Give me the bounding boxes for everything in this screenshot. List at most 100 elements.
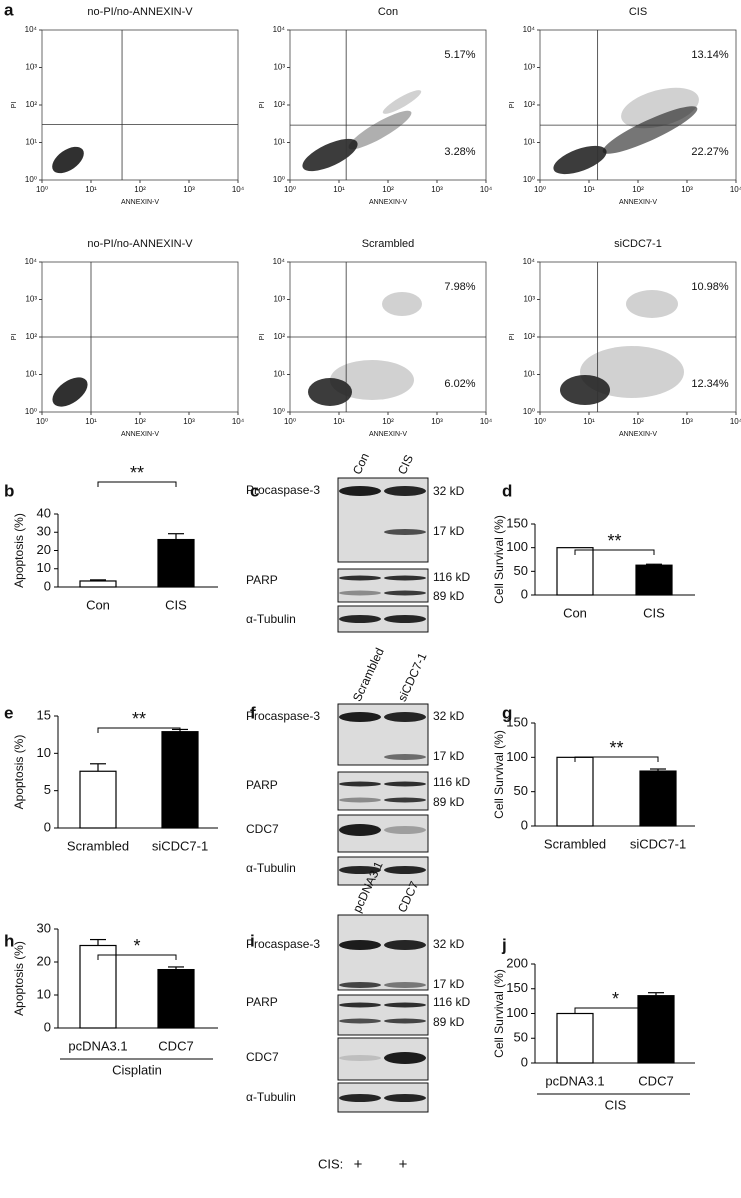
x-tick-label: 10² xyxy=(134,185,146,194)
blot-band xyxy=(339,712,381,722)
y-tick-label: 10⁴ xyxy=(523,257,536,266)
size-label: 17 kD xyxy=(433,524,465,538)
y-tick-label: 10¹ xyxy=(273,138,285,147)
blot-band xyxy=(339,982,381,988)
y-tick-label: 20 xyxy=(37,542,51,557)
treatment-mark: + xyxy=(354,1156,363,1173)
y-tick-label: 10² xyxy=(25,332,37,341)
blot-band xyxy=(339,590,381,596)
blot-band xyxy=(384,615,426,623)
plot-title: CIS xyxy=(629,6,647,18)
x-tick-label: 10² xyxy=(632,417,644,426)
y-axis-label: Cell Survival (%) xyxy=(492,969,506,1058)
protein-label: CDC7 xyxy=(246,822,279,836)
y-tick-label: 10¹ xyxy=(25,370,37,379)
protein-label: PARP xyxy=(246,573,278,587)
cell-cloud xyxy=(52,377,88,407)
panel-letter: e xyxy=(4,703,13,722)
y-tick-label: 10¹ xyxy=(523,370,535,379)
x-axis-label: ANNEXIN-V xyxy=(619,199,657,206)
size-label: 32 kD xyxy=(433,709,465,723)
blot-band xyxy=(339,615,381,623)
panel-letter: a xyxy=(4,0,14,19)
protein-label: α-Tubulin xyxy=(246,861,296,875)
significance-bracket xyxy=(574,1007,657,1013)
bar xyxy=(157,538,195,588)
x-tick-label: 10⁴ xyxy=(232,185,245,194)
blot-band xyxy=(384,1094,426,1102)
cell-cloud xyxy=(621,87,699,129)
size-label: 32 kD xyxy=(433,937,465,951)
y-tick-label: 100 xyxy=(506,1005,528,1020)
panel-letter: i xyxy=(250,931,255,950)
group-label: Cisplatin xyxy=(112,1062,162,1077)
cell-cloud xyxy=(382,90,422,114)
significance-bracket xyxy=(97,727,181,733)
y-tick-label: 50 xyxy=(514,1030,528,1045)
quadrant-percent: 10.98% xyxy=(691,281,729,293)
y-tick-label: 10⁴ xyxy=(25,25,38,34)
y-tick-label: 150 xyxy=(506,714,528,729)
blot-band xyxy=(339,781,381,787)
cell-cloud xyxy=(330,360,414,400)
protein-label: Procaspase-3 xyxy=(246,709,320,723)
y-tick-label: 0 xyxy=(521,1054,528,1069)
panel-letter: f xyxy=(250,703,256,722)
significance: ** xyxy=(607,531,621,551)
x-tick-label: 10⁴ xyxy=(730,185,741,194)
blot-band xyxy=(384,1002,426,1008)
cell-cloud xyxy=(382,292,422,316)
blot-band xyxy=(384,590,426,596)
blot-band xyxy=(384,712,426,722)
cell-cloud xyxy=(348,110,412,150)
x-tick-label: 10³ xyxy=(183,185,195,194)
x-tick-label: 10³ xyxy=(681,417,693,426)
quadrant-percent: 13.14% xyxy=(691,49,729,61)
significance-bracket xyxy=(97,481,177,487)
x-tick-label: pcDNA3.1 xyxy=(68,1038,127,1053)
quadrant-percent: 5.17% xyxy=(444,49,475,61)
x-tick-label: 10¹ xyxy=(333,417,345,426)
cell-cloud xyxy=(553,145,607,175)
protein-label: Procaspase-3 xyxy=(246,937,320,951)
significance-bracket xyxy=(97,954,177,960)
y-tick-label: 50 xyxy=(514,783,528,798)
x-tick-label: CDC7 xyxy=(158,1038,193,1053)
y-tick-label: 10⁰ xyxy=(523,175,535,184)
y-tick-label: 10³ xyxy=(273,63,285,72)
protein-label: α-Tubulin xyxy=(246,612,296,626)
y-axis-label: PI xyxy=(259,334,266,341)
bar xyxy=(79,580,117,588)
size-label: 89 kD xyxy=(433,795,465,809)
blot-strip xyxy=(337,914,429,991)
blot-band xyxy=(384,754,426,760)
cell-cloud xyxy=(302,138,358,172)
significance-bracket xyxy=(574,549,655,555)
y-tick-label: 10⁰ xyxy=(25,407,37,416)
blot-band xyxy=(384,1018,426,1024)
y-tick-label: 10 xyxy=(37,986,51,1001)
bar xyxy=(79,770,117,829)
y-tick-label: 200 xyxy=(506,955,528,970)
x-tick-label: 10⁰ xyxy=(284,417,296,426)
significance: ** xyxy=(609,738,623,758)
blot-band xyxy=(339,1094,381,1102)
x-tick-label: Scrambled xyxy=(544,836,606,851)
y-tick-label: 10⁴ xyxy=(25,257,38,266)
x-tick-label: 10⁴ xyxy=(480,417,493,426)
size-label: 116 kD xyxy=(433,570,470,584)
y-tick-label: 20 xyxy=(37,953,51,968)
significance-bracket xyxy=(574,756,659,762)
quadrant-percent: 3.28% xyxy=(444,146,475,158)
protein-label: PARP xyxy=(246,778,278,792)
y-tick-label: 10³ xyxy=(25,295,37,304)
lane-label: CIS xyxy=(395,453,416,477)
plot-title: Con xyxy=(378,6,398,18)
y-tick-label: 0 xyxy=(44,819,51,834)
blot-band xyxy=(384,826,426,834)
y-tick-label: 0 xyxy=(44,578,51,593)
x-tick-label: 10¹ xyxy=(333,185,345,194)
x-axis-label: ANNEXIN-V xyxy=(121,431,159,438)
group-label: CIS xyxy=(605,1097,627,1112)
